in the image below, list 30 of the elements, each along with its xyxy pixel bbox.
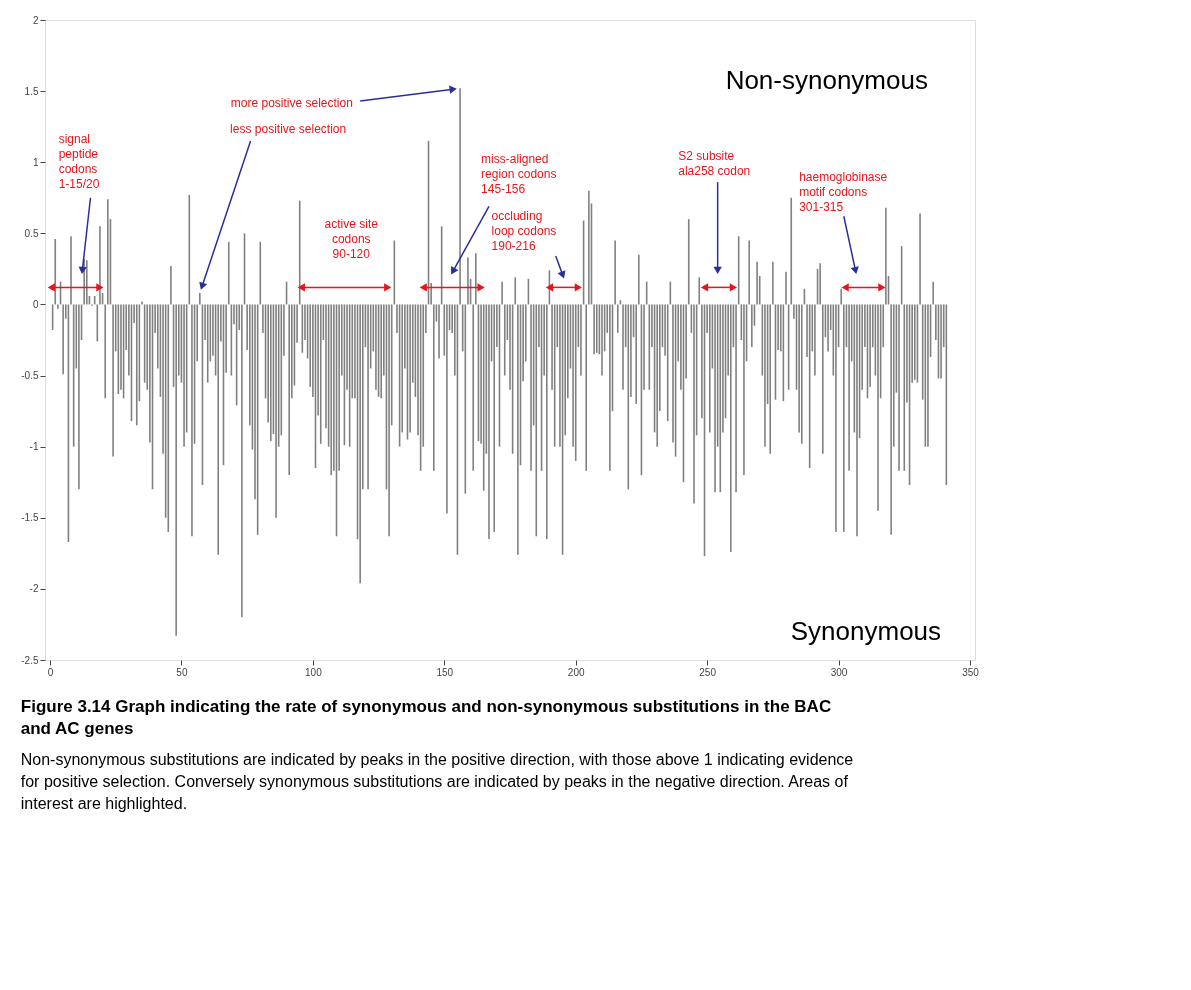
x-tick-label: 300 — [830, 666, 848, 678]
y-tick-label: 0 — [32, 298, 39, 310]
annotation: S2 subsite ala258 codon — [678, 148, 751, 178]
annotation: occluding loop codons 190-216 — [491, 208, 557, 253]
x-tick-label: 100 — [305, 666, 323, 678]
annotation: Non-synonymous — [725, 65, 928, 96]
annotation: less positive selection — [230, 121, 347, 136]
x-tick-label: 50 — [176, 666, 188, 678]
y-tick-label: 1.5 — [24, 85, 39, 97]
y-tick-label: -2 — [29, 583, 39, 595]
y-tick-label: 0.5 — [24, 227, 39, 239]
annotation: miss-aligned region codons 145-156 — [481, 151, 557, 196]
annotation: signal peptide codons 1-15/20 — [58, 131, 100, 191]
x-tick-label: 250 — [699, 666, 717, 678]
y-tick-label: -0.5 — [21, 370, 39, 382]
y-tick-label: -1 — [29, 441, 39, 453]
y-tick-label: -2.5 — [21, 654, 39, 666]
x-tick-label: 150 — [436, 666, 454, 678]
y-tick-label: 1 — [32, 156, 39, 168]
text: Figure 3.14 Graph indicating the rate of synonymous and non-synonymous substitutions in the BAC and AC genes — [20, 697, 832, 738]
x-tick-label: 200 — [567, 666, 585, 678]
annotation: Synonymous — [790, 615, 942, 646]
text: Non-synonymous substitutions are indicated by peaks in the positive direction, with those above 1 indicating evidence for positive selection. Conversely synonymous substitutions are indicated by peaks in the negative direction. Areas of interest are highlighted. — [20, 751, 854, 812]
y-tick-label: 2 — [32, 14, 39, 26]
annotation: active site codons 90-120 — [324, 217, 379, 262]
annotation: haemoglobinase motif codons 301-315 — [799, 170, 888, 215]
annotation: more positive selection — [230, 96, 353, 111]
x-tick-label: 0 — [47, 666, 54, 678]
y-tick-label: -1.5 — [21, 512, 39, 524]
x-tick-label: 350 — [962, 666, 980, 678]
